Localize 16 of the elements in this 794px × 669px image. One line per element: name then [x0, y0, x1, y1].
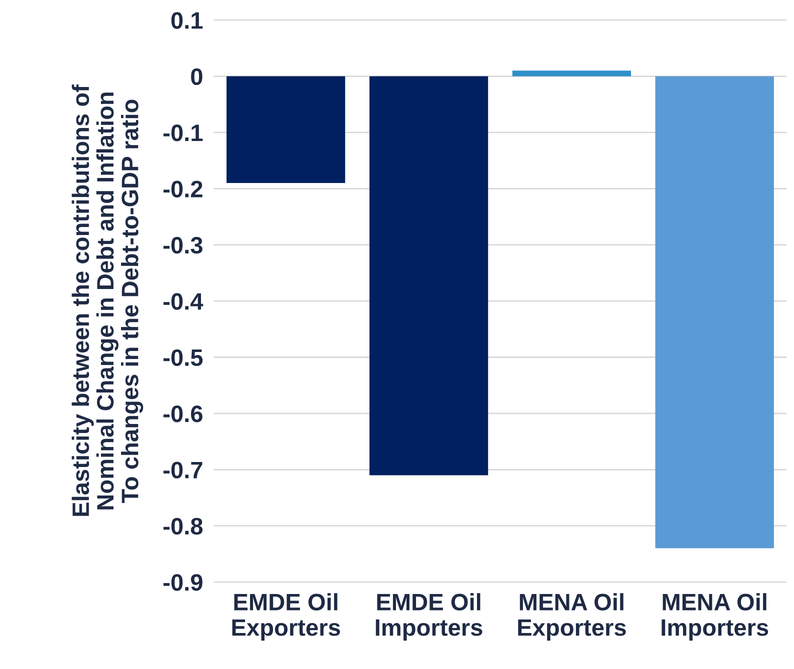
y-tick-label: -0.4: [164, 293, 204, 310]
x-tick-label: EMDE Oil Importers: [376, 593, 482, 641]
y-tick-label: -0.3: [164, 236, 202, 254]
x-tick-label: MENA Oil Importers: [662, 593, 768, 641]
x-tick-label: MENA Oil Exporters: [518, 593, 626, 641]
y-tick-label: 0.1: [171, 12, 203, 29]
y-tick-label: -0.9: [164, 574, 202, 591]
y-tick-label: -0.1: [164, 124, 203, 142]
x-tick-label: EMDE Oil Exporters: [232, 593, 340, 641]
y-axis-title: Elasticity between the contributions of Nominal Change in Debt and Inflation To changes in the Debt-to-GDP ratio: [72, 84, 144, 516]
y-tick-label: -0.8: [164, 518, 203, 535]
y-tick-label: 0: [191, 68, 202, 86]
y-tick-label: -0.2: [164, 180, 202, 198]
y-tick-label: -0.5: [164, 349, 203, 366]
y-tick-label: -0.7: [164, 462, 202, 478]
y-tick-label: -0.6: [164, 406, 202, 422]
